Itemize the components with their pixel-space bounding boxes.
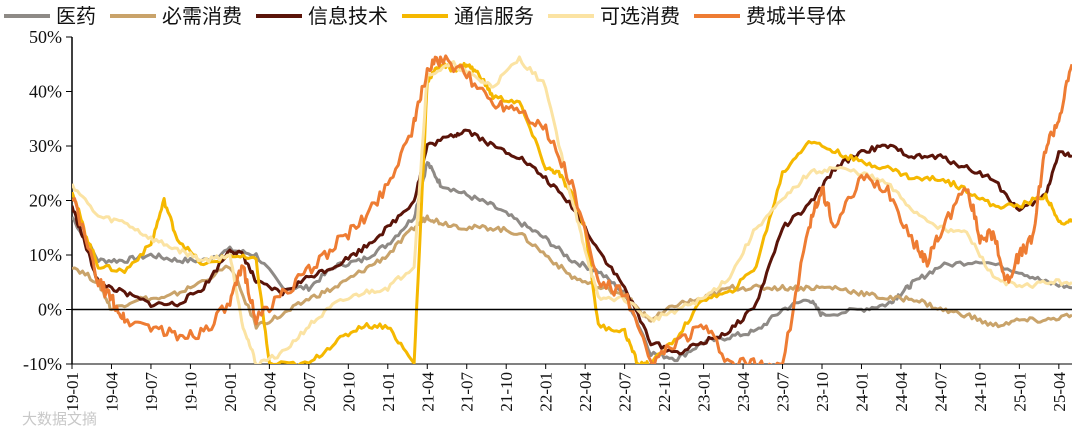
x-tick-label: 23-10 — [813, 372, 832, 412]
legend-item-pharma: 医药 — [4, 4, 96, 28]
legend-swatch — [694, 14, 740, 18]
x-tick-label: 19-10 — [181, 372, 200, 412]
y-tick-label: -10% — [23, 354, 62, 374]
x-tick-label: 22-04 — [576, 372, 595, 412]
x-tick-label: 25-01 — [1010, 372, 1029, 412]
legend-swatch — [110, 14, 156, 18]
x-tick-label: 22-10 — [655, 372, 674, 412]
x-tick-label: 19-04 — [102, 372, 121, 412]
legend-label: 可选消费 — [600, 4, 680, 28]
x-tick-label: 22-01 — [537, 372, 556, 412]
x-tick-label: 20-04 — [260, 372, 279, 412]
x-tick-label: 21-10 — [497, 372, 516, 412]
x-tick-label: 23-01 — [695, 372, 714, 412]
legend-swatch — [256, 14, 302, 18]
x-tick-label: 20-07 — [300, 372, 319, 412]
legend-label: 信息技术 — [308, 4, 388, 28]
legend-label: 费城半导体 — [746, 4, 846, 28]
x-tick-label: 20-01 — [221, 372, 240, 412]
x-tick-label: 21-04 — [418, 372, 437, 412]
x-tick-label: 24-01 — [852, 372, 871, 412]
watermark-text: 大数据文摘 — [22, 410, 98, 428]
legend-swatch — [402, 14, 448, 18]
series-group — [72, 54, 1072, 364]
x-tick-label: 24-10 — [971, 372, 990, 412]
legend-item-semiconductor: 费城半导体 — [694, 4, 846, 28]
y-tick-label: 10% — [29, 245, 62, 265]
y-tick-label: 50% — [29, 27, 62, 47]
series-line-1 — [72, 214, 1072, 330]
legend-swatch — [4, 14, 50, 18]
legend-label: 必需消费 — [162, 4, 242, 28]
x-tick-label: 21-07 — [458, 372, 477, 412]
legend-item-infotech: 信息技术 — [256, 4, 388, 28]
legend-label: 通信服务 — [454, 4, 534, 28]
legend-item-telecom: 通信服务 — [402, 4, 534, 28]
x-tick-label: 24-07 — [931, 372, 950, 412]
x-tick-label: 24-04 — [892, 372, 911, 412]
x-tick-label: 23-07 — [774, 372, 793, 412]
legend-item-discretionary: 可选消费 — [548, 4, 680, 28]
x-tick-label: 19-07 — [142, 372, 161, 412]
legend-swatch — [548, 14, 594, 18]
chart-legend: 医药 必需消费 信息技术 通信服务 可选消费 费城半导体 — [4, 4, 860, 28]
y-tick-label: 30% — [29, 136, 62, 156]
x-tick-label: 21-01 — [379, 372, 398, 412]
y-tick-label: 20% — [29, 191, 62, 211]
x-tick-label: 20-10 — [339, 372, 358, 412]
legend-item-staples: 必需消费 — [110, 4, 242, 28]
x-tick-label: 19-01 — [63, 372, 82, 412]
y-tick-label: 0% — [38, 300, 62, 320]
x-tick-label: 23-04 — [734, 372, 753, 412]
x-tick-label: 22-07 — [616, 372, 635, 412]
legend-label: 医药 — [56, 4, 96, 28]
y-tick-label: 40% — [29, 82, 62, 102]
series-line-5 — [72, 54, 1072, 364]
series-line-4 — [72, 55, 1072, 364]
x-tick-label: 25-04 — [1050, 372, 1069, 412]
series-line-2 — [72, 128, 1072, 356]
